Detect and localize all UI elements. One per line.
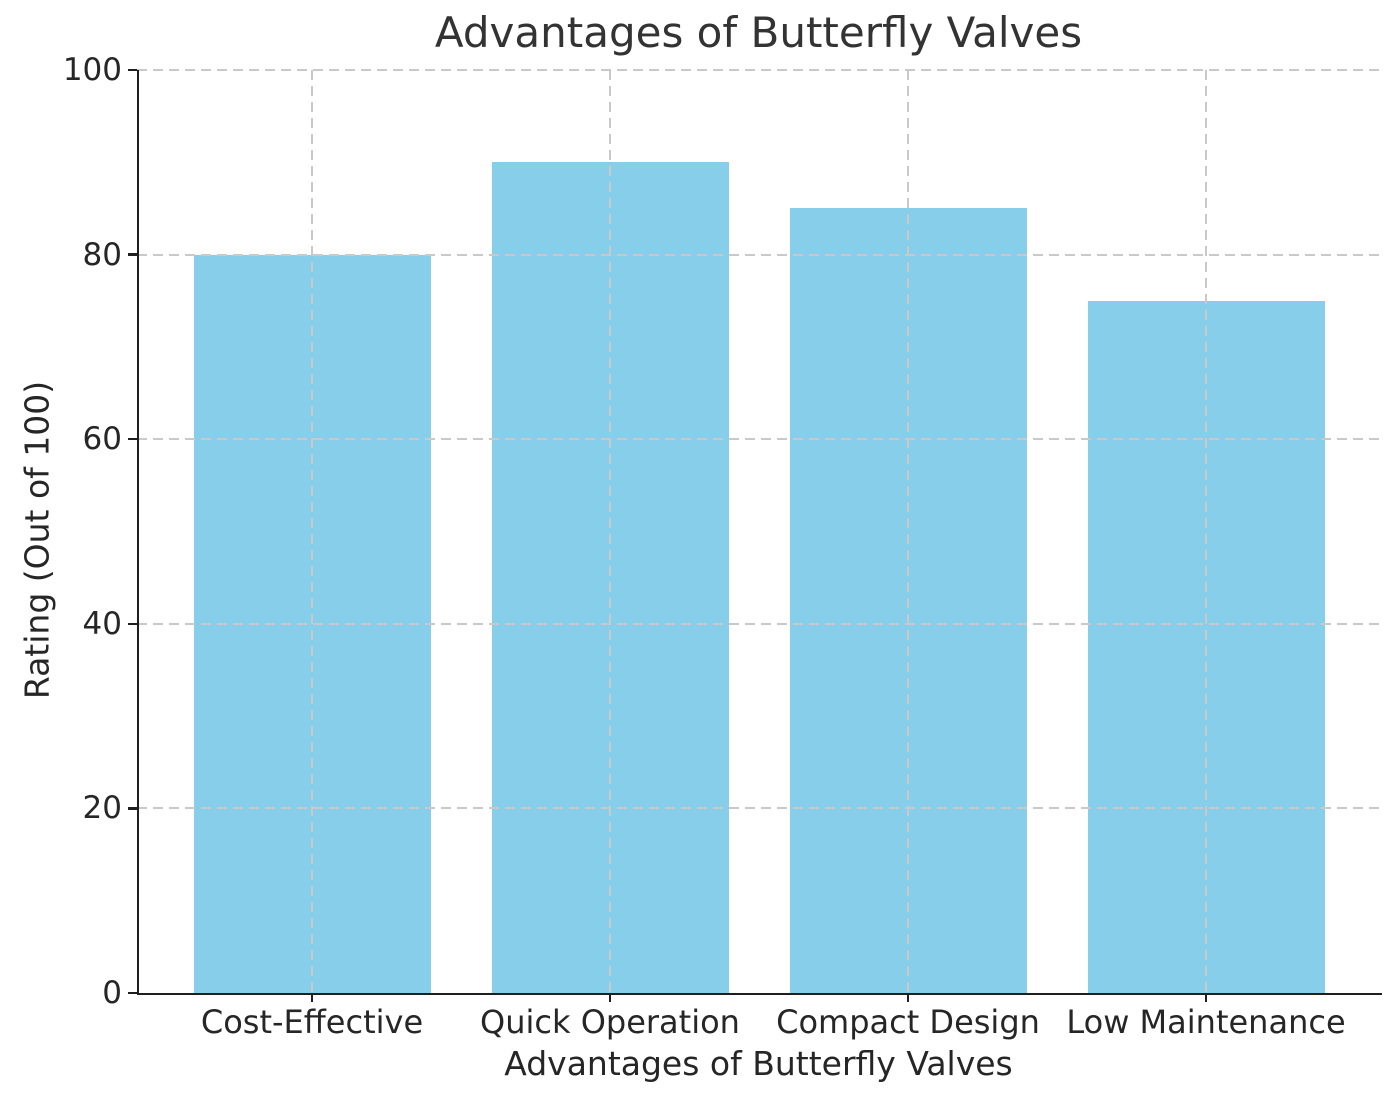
- y-tick-label: 0: [102, 975, 122, 1011]
- x-gridline: [311, 70, 313, 993]
- y-tick-label: 20: [82, 790, 122, 827]
- y-gridline: [137, 69, 1380, 71]
- y-tick: [128, 68, 137, 72]
- y-tick-label: 60: [82, 421, 122, 458]
- x-tick: [906, 993, 910, 1002]
- chart-title: Advantages of Butterfly Valves: [434, 8, 1083, 57]
- x-tick-label: Quick Operation: [480, 1003, 740, 1041]
- x-tick-label: Compact Design: [776, 1003, 1040, 1041]
- x-tick: [310, 993, 314, 1002]
- x-gridline: [1205, 70, 1207, 993]
- x-gridline: [907, 70, 909, 993]
- x-tick: [1204, 993, 1208, 1002]
- y-tick-label: 80: [82, 236, 122, 273]
- y-tick-label: 100: [62, 52, 122, 88]
- y-tick: [128, 253, 137, 256]
- y-gridline: [137, 622, 1380, 625]
- y-tick: [128, 622, 137, 626]
- y-tick: [128, 437, 137, 441]
- y-gridline: [137, 253, 1380, 256]
- x-tick-label: Cost-Effective: [200, 1003, 424, 1041]
- x-tick-label: Low Maintenance: [1066, 1003, 1346, 1041]
- y-tick: [128, 991, 137, 995]
- y-gridline: [137, 807, 1380, 810]
- y-gridline: [137, 438, 1380, 441]
- y-tick: [128, 807, 137, 810]
- x-gridline: [609, 70, 611, 993]
- x-axis-label: Advantages of Butterfly Valves: [504, 1044, 1013, 1083]
- y-tick-label: 40: [82, 605, 122, 642]
- x-tick: [608, 993, 612, 1002]
